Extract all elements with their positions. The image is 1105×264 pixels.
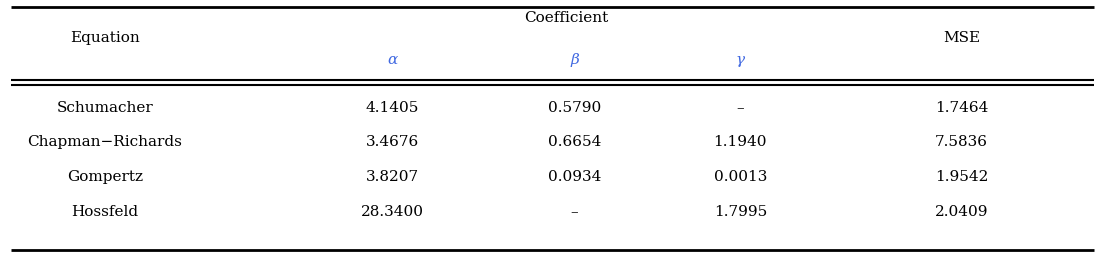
Text: 28.3400: 28.3400 bbox=[360, 205, 424, 219]
Text: Gompertz: Gompertz bbox=[67, 170, 143, 184]
Text: 0.0013: 0.0013 bbox=[714, 170, 767, 184]
Text: MSE: MSE bbox=[943, 31, 980, 45]
Text: γ: γ bbox=[736, 53, 745, 67]
Text: β: β bbox=[570, 53, 579, 67]
Text: 7.5836: 7.5836 bbox=[935, 135, 988, 149]
Text: 0.6654: 0.6654 bbox=[548, 135, 601, 149]
Text: –: – bbox=[737, 101, 744, 115]
Text: 3.8207: 3.8207 bbox=[366, 170, 419, 184]
Text: Coefficient: Coefficient bbox=[524, 11, 609, 25]
Text: 2.0409: 2.0409 bbox=[935, 205, 988, 219]
Text: 1.1940: 1.1940 bbox=[714, 135, 767, 149]
Text: Equation: Equation bbox=[70, 31, 140, 45]
Text: 3.4676: 3.4676 bbox=[366, 135, 419, 149]
Text: Chapman−Richards: Chapman−Richards bbox=[28, 135, 182, 149]
Text: 1.7464: 1.7464 bbox=[935, 101, 988, 115]
Text: Schumacher: Schumacher bbox=[56, 101, 154, 115]
Text: 0.0934: 0.0934 bbox=[548, 170, 601, 184]
Text: –: – bbox=[571, 205, 578, 219]
Text: α: α bbox=[387, 53, 398, 67]
Text: Hossfeld: Hossfeld bbox=[72, 205, 138, 219]
Text: 1.9542: 1.9542 bbox=[935, 170, 988, 184]
Text: 0.5790: 0.5790 bbox=[548, 101, 601, 115]
Text: 4.1405: 4.1405 bbox=[366, 101, 419, 115]
Text: 1.7995: 1.7995 bbox=[714, 205, 767, 219]
